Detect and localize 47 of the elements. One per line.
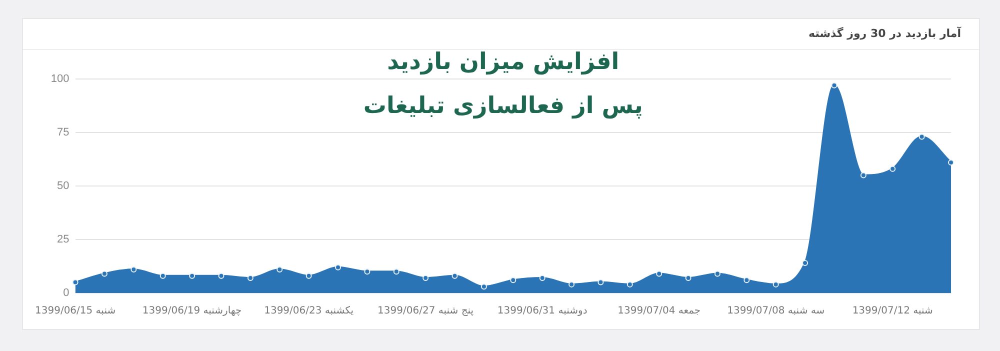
- x-tick-label: 1399/06/31 دوشنبه: [497, 306, 588, 317]
- point: [948, 159, 954, 166]
- y-tick-label: 75: [57, 126, 70, 139]
- point: [831, 82, 838, 88]
- point: [510, 277, 516, 284]
- point: [393, 268, 400, 275]
- point: [247, 275, 254, 282]
- x-tick-label: 1399/06/15 شنبه: [34, 306, 116, 317]
- y-tick-label: 25: [57, 234, 70, 246]
- chart-title: آمار بازدید در 30 روز گذشته: [808, 27, 961, 40]
- point: [452, 272, 458, 279]
- x-tick-label: 1399/07/04 جمعه: [618, 306, 701, 317]
- y-tick-label: 50: [57, 180, 70, 192]
- point: [685, 275, 692, 282]
- point: [772, 281, 779, 288]
- x-tick-label: 1399/06/27 پنج شنبه: [378, 306, 474, 317]
- point: [656, 270, 662, 277]
- point: [480, 284, 487, 290]
- y-tick-label: 0: [63, 287, 70, 300]
- x-tick-label: 1399/07/12 شنبه: [852, 306, 933, 317]
- point: [130, 266, 137, 272]
- x-tick-label: 1399/07/08 سه شنبه: [727, 306, 825, 317]
- point: [626, 281, 633, 288]
- point: [860, 172, 866, 178]
- point: [306, 272, 312, 279]
- point: [744, 277, 750, 284]
- point: [101, 270, 108, 277]
- point: [218, 272, 224, 279]
- point: [918, 134, 925, 140]
- point: [422, 275, 429, 282]
- point: [568, 281, 575, 288]
- point: [802, 260, 808, 266]
- point: [714, 270, 720, 277]
- point: [890, 166, 896, 172]
- point: [335, 264, 342, 270]
- annotation: پس از فعالسازی تبلیغات: [363, 92, 643, 119]
- point: [598, 279, 604, 286]
- x-tick-label: 1399/06/19 چهارشنبه: [142, 306, 242, 317]
- point: [276, 266, 283, 272]
- text: افزایش میزان بازدید: [387, 48, 620, 75]
- point: [189, 272, 196, 279]
- x-tick-label: 1399/06/23 یکشنبه: [264, 306, 354, 317]
- point: [539, 275, 546, 282]
- point: [160, 272, 166, 279]
- point: [364, 268, 370, 275]
- point: [72, 279, 78, 286]
- y-tick-label: 100: [50, 73, 70, 86]
